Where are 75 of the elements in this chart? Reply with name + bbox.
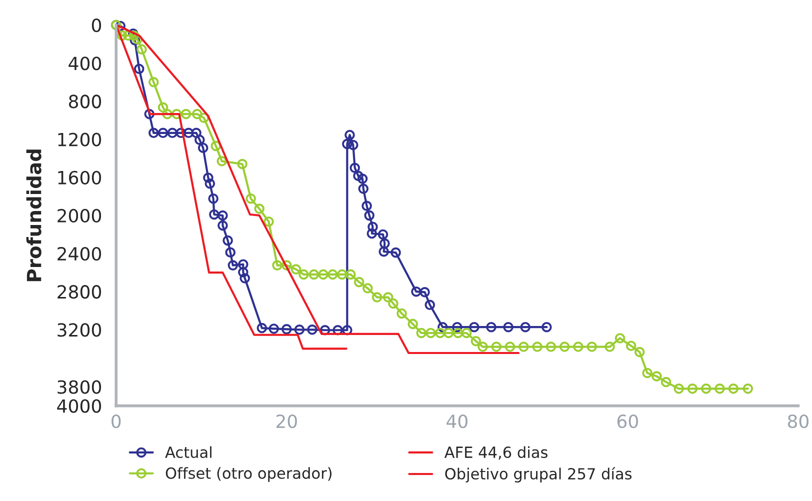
- point: [204, 178, 216, 189]
- point: [144, 108, 155, 120]
- point: [353, 170, 364, 182]
- point: [209, 209, 220, 220]
- point: [378, 229, 388, 240]
- point: [390, 247, 401, 258]
- point: [332, 324, 343, 336]
- point: [350, 162, 360, 173]
- point: [191, 128, 202, 138]
- point: [368, 222, 378, 232]
- point: [366, 228, 378, 239]
- point: [357, 174, 368, 184]
- x-tick-label: 0: [112, 414, 121, 428]
- point: [438, 322, 448, 332]
- point: [238, 259, 248, 270]
- point: [194, 134, 205, 145]
- legend-label: Objetivo grupal 257 días: [445, 467, 632, 483]
- x-tick-label: 20: [276, 414, 297, 428]
- y-tick-label: 3200: [58, 323, 102, 337]
- point: [503, 322, 514, 332]
- point: [158, 128, 168, 138]
- point: [348, 140, 358, 150]
- point: [411, 286, 422, 297]
- y-tick-label: 4000: [57, 399, 102, 413]
- point: [198, 142, 208, 153]
- point: [222, 235, 233, 246]
- point: [225, 247, 236, 258]
- point: [176, 128, 186, 138]
- y-tick-label: 400: [68, 56, 102, 70]
- y-tick-label: 2400: [58, 246, 102, 261]
- point: [218, 220, 228, 231]
- point: [424, 300, 436, 310]
- y-tick-label: 2800: [58, 285, 102, 299]
- y-tick-label: 0: [92, 18, 102, 32]
- point: [228, 260, 238, 270]
- legend-label: Offset (otro operador): [166, 467, 332, 482]
- y-tick-label: 800: [68, 94, 102, 108]
- point: [358, 184, 369, 194]
- point: [364, 210, 374, 221]
- point: [452, 322, 462, 332]
- y-tick-label: 2000: [58, 208, 102, 223]
- point: [268, 324, 279, 334]
- y-axis-title: Profundidad: [26, 150, 42, 282]
- point: [542, 322, 552, 332]
- x-tick-label: 60: [617, 414, 638, 428]
- point: [218, 210, 228, 221]
- point: [203, 172, 214, 183]
- point: [469, 322, 480, 332]
- point: [342, 138, 352, 150]
- point: [378, 246, 389, 257]
- x-tick-label: 80: [788, 414, 808, 428]
- point: [486, 322, 496, 332]
- point: [307, 324, 318, 335]
- point: [344, 130, 355, 140]
- point: [208, 193, 218, 204]
- point: [167, 128, 178, 138]
- point: [256, 322, 268, 334]
- point: [134, 64, 144, 74]
- point: [281, 324, 292, 334]
- y-tick-label: 1600: [58, 170, 102, 184]
- legend-label: Actual: [165, 446, 212, 458]
- point: [320, 324, 330, 336]
- point: [240, 273, 250, 284]
- point: [420, 287, 430, 298]
- point: [183, 128, 194, 138]
- legend-label: AFE 44,6 dias: [444, 446, 548, 460]
- y-tick-label: 3800: [58, 380, 102, 394]
- point: [380, 238, 390, 249]
- point: [362, 200, 372, 212]
- point: [148, 128, 159, 138]
- point: [294, 324, 305, 335]
- y-tick-label: 1200: [58, 132, 102, 146]
- point: [238, 267, 248, 278]
- x-tick-label: 40: [446, 414, 468, 428]
- point: [520, 322, 531, 332]
